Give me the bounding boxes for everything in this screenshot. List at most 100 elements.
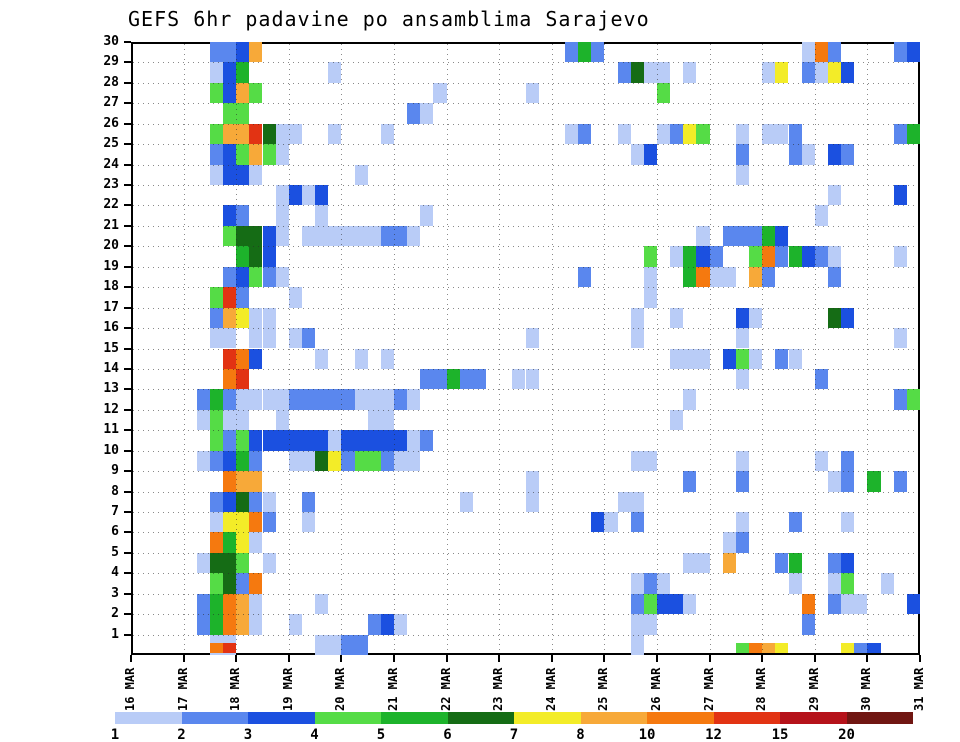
heatmap-cell bbox=[762, 62, 776, 83]
colorbar-segment bbox=[780, 712, 847, 724]
heatmap-cell bbox=[893, 328, 907, 349]
y-axis-tick bbox=[124, 367, 131, 370]
heatmap-cell bbox=[735, 164, 750, 186]
grid-line-vertical bbox=[657, 44, 658, 653]
heatmap-cell bbox=[236, 511, 250, 533]
heatmap-cell bbox=[275, 144, 289, 165]
heatmap-cell bbox=[380, 225, 394, 247]
heatmap-cell bbox=[380, 123, 394, 145]
heatmap-cell bbox=[683, 552, 697, 574]
heatmap-cell bbox=[459, 368, 473, 390]
heatmap-cell bbox=[249, 532, 263, 553]
heatmap-cell bbox=[209, 573, 224, 594]
colorbar-segment bbox=[115, 712, 182, 724]
x-axis-tick bbox=[340, 655, 343, 662]
heatmap-cell bbox=[223, 144, 237, 165]
heatmap-cell bbox=[827, 246, 842, 267]
heatmap-cell bbox=[209, 164, 224, 186]
y-axis-tick bbox=[124, 143, 131, 146]
heatmap-cell bbox=[262, 491, 276, 512]
heatmap-cell bbox=[827, 593, 842, 615]
heatmap-cell bbox=[209, 593, 224, 615]
heatmap-cell bbox=[630, 511, 644, 533]
heatmap-cell bbox=[525, 471, 539, 492]
heatmap-cell bbox=[209, 82, 224, 104]
heatmap-cell bbox=[209, 491, 224, 512]
heatmap-cell bbox=[380, 430, 394, 451]
heatmap-cell bbox=[315, 348, 329, 369]
heatmap-cell bbox=[236, 82, 250, 104]
y-axis-label: 12 bbox=[103, 401, 119, 417]
x-axis-label: 27 MAR bbox=[701, 667, 716, 711]
heatmap-cell bbox=[657, 62, 671, 83]
heatmap-cell bbox=[841, 573, 855, 594]
heatmap-cell bbox=[749, 307, 763, 329]
heatmap-cell bbox=[236, 144, 250, 165]
heatmap-cell bbox=[735, 307, 750, 329]
heatmap-cell bbox=[196, 552, 210, 574]
heatmap-cell bbox=[328, 62, 342, 83]
grid-line-vertical bbox=[499, 44, 501, 653]
grid-line-horizontal bbox=[133, 450, 918, 452]
heatmap-cell bbox=[762, 266, 776, 288]
heatmap-cell bbox=[880, 573, 894, 594]
x-axis-tick bbox=[445, 655, 448, 662]
heatmap-cell bbox=[788, 246, 802, 267]
heatmap-cell bbox=[223, 164, 237, 186]
heatmap-cell bbox=[407, 450, 421, 472]
heatmap-cell bbox=[288, 287, 302, 308]
heatmap-cell bbox=[788, 511, 802, 533]
grid-line-horizontal bbox=[133, 287, 918, 289]
heatmap-cell bbox=[236, 307, 250, 329]
heatmap-cell bbox=[328, 634, 342, 655]
y-axis-tick bbox=[124, 286, 131, 289]
heatmap-cell bbox=[420, 205, 434, 226]
heatmap-cell bbox=[709, 246, 723, 267]
heatmap-cell bbox=[367, 450, 381, 472]
heatmap-cell bbox=[262, 328, 276, 349]
heatmap-cell bbox=[380, 409, 394, 431]
heatmap-cell bbox=[223, 532, 237, 553]
heatmap-cell bbox=[735, 225, 750, 247]
heatmap-cell bbox=[223, 593, 237, 615]
heatmap-cell bbox=[223, 348, 237, 369]
colorbar-label: 5 bbox=[376, 727, 386, 742]
heatmap-cell bbox=[236, 389, 250, 410]
heatmap-cell bbox=[275, 409, 289, 431]
heatmap-cell bbox=[788, 123, 802, 145]
plot-area bbox=[131, 42, 920, 655]
heatmap-cell bbox=[867, 471, 881, 492]
chart-title: GEFS 6hr padavine po ansamblima Sarajevo bbox=[128, 7, 650, 31]
heatmap-cell bbox=[735, 348, 750, 369]
colorbar-label: 3 bbox=[243, 727, 253, 742]
heatmap-cell bbox=[249, 328, 263, 349]
heatmap-cell bbox=[525, 368, 539, 390]
heatmap-cell bbox=[196, 593, 210, 615]
heatmap-cell bbox=[236, 348, 250, 369]
heatmap-cell bbox=[315, 593, 329, 615]
grid-line-horizontal bbox=[133, 511, 918, 513]
heatmap-cell bbox=[249, 123, 263, 145]
heatmap-cell bbox=[301, 430, 316, 451]
heatmap-cell bbox=[578, 123, 592, 145]
heatmap-cell bbox=[722, 532, 736, 553]
heatmap-cell bbox=[696, 552, 710, 574]
heatmap-cell bbox=[288, 185, 302, 206]
heatmap-cell bbox=[762, 225, 776, 247]
heatmap-cell bbox=[301, 225, 316, 247]
heatmap-cell bbox=[841, 62, 855, 83]
x-axis-tick bbox=[287, 655, 290, 662]
heatmap-cell bbox=[262, 225, 276, 247]
x-axis-label: 23 MAR bbox=[491, 667, 506, 711]
heatmap-cell bbox=[236, 266, 250, 288]
x-axis-label: 29 MAR bbox=[806, 667, 821, 711]
heatmap-cell bbox=[630, 144, 644, 165]
heatmap-cell bbox=[209, 144, 224, 165]
heatmap-cell bbox=[367, 225, 381, 247]
y-axis-tick bbox=[124, 81, 131, 84]
heatmap-cell bbox=[801, 42, 815, 63]
heatmap-cell bbox=[301, 511, 316, 533]
heatmap-cell bbox=[814, 246, 828, 267]
y-axis-tick bbox=[124, 122, 131, 125]
heatmap-cell bbox=[223, 471, 237, 492]
